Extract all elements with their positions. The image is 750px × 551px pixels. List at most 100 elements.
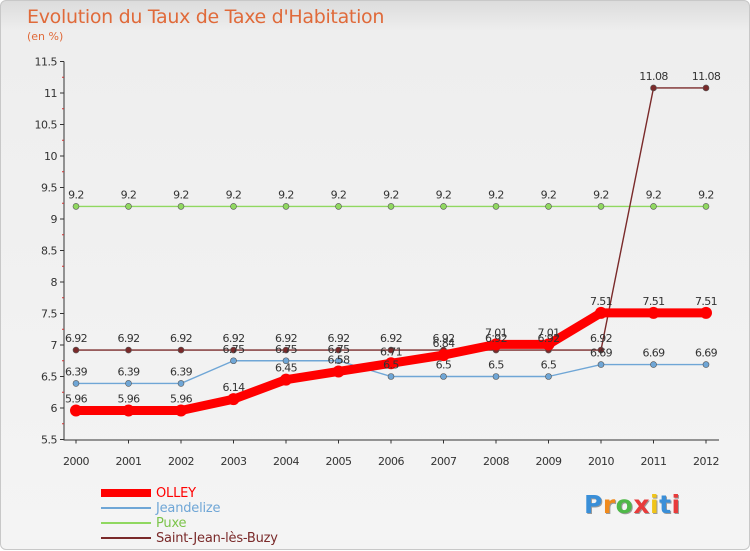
x-tick-label: 2009 — [536, 455, 562, 468]
y-tick-label: 10 — [44, 150, 57, 163]
data-label: 7.01 — [485, 326, 507, 339]
legend-swatch — [101, 522, 151, 524]
data-label: 6.92 — [380, 332, 402, 345]
y-tick-label: 8 — [51, 276, 58, 289]
data-point — [545, 373, 552, 380]
data-label: 5.96 — [65, 393, 88, 406]
y-tick-label: 8.5 — [41, 245, 57, 258]
data-label: 6.39 — [170, 365, 193, 378]
x-tick-label: 2006 — [378, 455, 404, 468]
data-label: 6.75 — [275, 343, 298, 356]
y-tick-label: 11 — [44, 87, 57, 100]
x-tick-label: 2012 — [693, 455, 719, 468]
y-tick-label: 6.5 — [41, 371, 57, 384]
data-point — [595, 306, 607, 319]
data-point — [702, 84, 710, 92]
legend-swatch — [101, 489, 151, 497]
data-point — [437, 349, 450, 362]
data-label: 5.96 — [170, 393, 193, 406]
data-point — [227, 393, 240, 406]
data-point — [332, 365, 345, 378]
data-point — [702, 203, 710, 210]
data-label: 6.92 — [537, 332, 559, 345]
data-label: 6.75 — [222, 343, 245, 356]
data-label: 6.69 — [642, 347, 665, 360]
legend-label: Jeandelize — [156, 501, 221, 516]
data-label: 9.2 — [698, 188, 714, 201]
x-tick-label: 2001 — [116, 455, 142, 468]
data-label: 9.2 — [121, 188, 137, 201]
x-tick-label: 2010 — [588, 455, 614, 468]
data-label: 6.69 — [695, 347, 718, 360]
data-point — [177, 380, 185, 387]
data-label: 6.92 — [432, 332, 454, 345]
data-point — [177, 346, 185, 354]
data-point — [440, 373, 447, 380]
data-label: 6.5 — [488, 359, 504, 372]
data-point — [122, 404, 135, 417]
data-label: 6.92 — [170, 332, 192, 345]
data-label: 6.92 — [222, 332, 244, 345]
data-label: 7.01 — [537, 326, 559, 339]
chart-title: Evolution du Taux de Taxe d'Habitation — [27, 6, 385, 28]
legend-swatch — [101, 537, 151, 539]
data-point — [597, 203, 605, 210]
data-label: 6.39 — [65, 365, 88, 378]
data-point — [335, 357, 342, 365]
data-label: 9.2 — [488, 188, 504, 201]
y-tick-label: 5.5 — [41, 434, 57, 447]
data-point — [700, 306, 712, 319]
data-point — [597, 346, 605, 354]
data-point — [177, 203, 185, 210]
data-point — [492, 373, 500, 380]
x-tick-label: 2003 — [221, 455, 247, 468]
legend-label: Puxe — [156, 516, 187, 531]
data-label: 9.2 — [541, 188, 557, 201]
data-point — [72, 203, 80, 210]
data-label: 9.2 — [68, 188, 84, 201]
chart-unit: (en %) — [27, 30, 64, 43]
data-label: 6.58 — [327, 353, 350, 366]
data-point — [72, 346, 80, 354]
data-label: 6.75 — [327, 343, 350, 356]
data-point — [490, 338, 502, 351]
data-label: 6.71 — [380, 345, 402, 358]
x-tick-label: 2005 — [326, 455, 352, 468]
data-point — [72, 380, 80, 387]
data-label: 11.08 — [639, 70, 668, 83]
y-tick-label: 6 — [51, 402, 58, 415]
x-tick-label: 2011 — [641, 455, 667, 468]
data-label: 6.14 — [222, 381, 245, 394]
y-tick-label: 7 — [51, 339, 58, 352]
data-point — [385, 357, 397, 370]
data-label: 11.08 — [692, 70, 721, 83]
data-point — [702, 361, 710, 368]
data-point — [282, 346, 290, 354]
data-label: 6.92 — [485, 332, 507, 345]
data-label: 9.2 — [436, 188, 452, 201]
data-point — [282, 203, 290, 210]
data-point — [282, 357, 290, 365]
y-tick-label: 7.5 — [41, 308, 57, 321]
x-tick-label: 2000 — [63, 455, 89, 468]
data-point — [545, 203, 552, 210]
x-tick-label: 2004 — [273, 455, 299, 468]
data-point — [387, 203, 395, 210]
data-point — [542, 338, 555, 351]
data-label: 7.51 — [695, 295, 717, 308]
data-point — [650, 84, 657, 92]
data-label: 6.92 — [117, 332, 139, 345]
data-label: 7.51 — [590, 295, 612, 308]
data-point — [230, 357, 237, 365]
y-tick-label: 10.5 — [35, 119, 58, 132]
data-point — [650, 361, 657, 368]
data-point — [125, 346, 132, 354]
data-label: 6.5 — [383, 359, 399, 372]
y-tick-label: 9 — [51, 213, 58, 226]
data-label: 9.2 — [593, 188, 609, 201]
data-point — [280, 373, 292, 386]
x-tick-label: 2007 — [431, 455, 457, 468]
data-label: 5.96 — [117, 393, 140, 406]
